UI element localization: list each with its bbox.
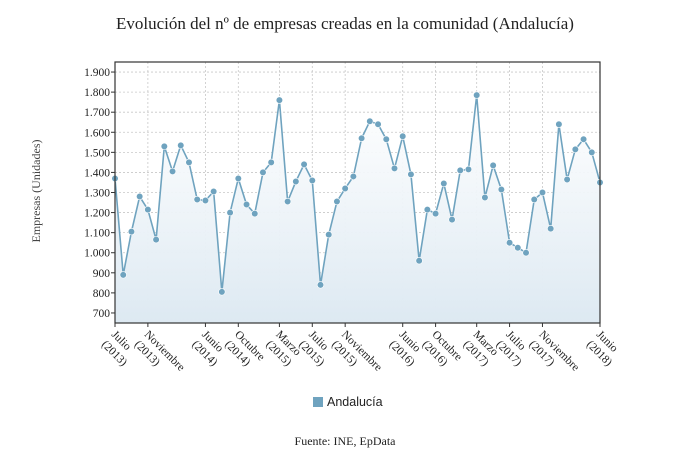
data-point[interactable] — [349, 172, 357, 181]
x-tick-label: Noviembre(2015) — [329, 329, 384, 384]
data-point[interactable] — [407, 170, 415, 179]
y-tick-label: 1.800 — [84, 87, 110, 99]
data-point[interactable] — [571, 145, 579, 153]
y-tick-label: 1.700 — [84, 107, 110, 119]
data-point[interactable] — [399, 132, 407, 140]
x-tick-label: Junio(2016) — [387, 329, 427, 369]
y-tick-label: 1.000 — [84, 248, 110, 260]
data-point[interactable] — [456, 166, 464, 175]
y-tick-label: 700 — [93, 308, 111, 320]
data-point[interactable] — [201, 196, 210, 205]
x-tick-label: Junio(2014) — [189, 329, 229, 369]
data-point[interactable] — [579, 135, 588, 143]
data-point[interactable] — [489, 161, 497, 169]
data-point[interactable] — [136, 192, 144, 201]
data-point[interactable] — [514, 244, 522, 252]
data-point[interactable] — [242, 200, 251, 209]
data-point[interactable] — [481, 193, 489, 202]
data-point[interactable] — [464, 165, 473, 174]
y-tick-label: 900 — [93, 268, 111, 280]
data-point[interactable] — [292, 177, 300, 186]
data-point[interactable] — [259, 168, 267, 177]
y-tick-labels: 700 800 900 1.000 1.100 1.200 1.300 1.400 1.500 1… — [84, 67, 115, 320]
area-fill — [115, 95, 600, 323]
y-tick-label: 1.900 — [84, 67, 110, 79]
y-axis-label: Empresas (Unidades) — [29, 140, 43, 243]
data-point[interactable] — [275, 96, 284, 104]
y-tick-label: 1.300 — [84, 188, 110, 200]
data-point[interactable] — [300, 160, 308, 168]
x-tick-label: Junio(2018) — [584, 329, 624, 369]
x-tick-label: Octubre(2016) — [420, 329, 465, 374]
data-point[interactable] — [325, 231, 333, 239]
data-point[interactable] — [497, 185, 505, 194]
x-tick-labels: Julio(2013) Noviembre(2013) Junio(2014) Oct… — [99, 323, 624, 384]
data-point[interactable] — [226, 208, 234, 217]
data-point[interactable] — [210, 187, 218, 196]
source-note: Fuente: INE, EpData — [294, 434, 396, 448]
y-tick-label: 1.400 — [84, 167, 110, 179]
x-tick-label: Noviembre(2013) — [132, 329, 187, 384]
data-point[interactable] — [333, 197, 341, 206]
data-point[interactable] — [588, 148, 596, 156]
data-point[interactable] — [144, 205, 152, 214]
data-point[interactable] — [473, 91, 481, 99]
data-point[interactable] — [423, 205, 431, 214]
y-tick-label: 1.200 — [84, 208, 110, 220]
legend-swatch — [313, 397, 323, 407]
data-point[interactable] — [218, 288, 226, 296]
data-point[interactable] — [366, 117, 374, 125]
data-point[interactable] — [308, 176, 316, 185]
x-tick-label: Marzo(2015) — [263, 329, 303, 369]
data-point[interactable] — [119, 271, 127, 279]
data-point[interactable] — [251, 209, 259, 218]
data-point[interactable] — [160, 142, 168, 150]
data-point[interactable] — [563, 175, 571, 184]
data-point[interactable] — [538, 188, 547, 197]
y-tick-label: 800 — [93, 288, 111, 300]
x-tick-label: Octubre(2014) — [222, 329, 267, 374]
data-point[interactable] — [382, 135, 390, 143]
x-tick-label: Julio(2015) — [296, 329, 336, 369]
data-point[interactable] — [448, 216, 456, 224]
data-point[interactable] — [547, 225, 555, 233]
data-point[interactable] — [316, 281, 325, 289]
x-tick-label: Julio(2013) — [99, 329, 139, 369]
y-tick-label: 1.100 — [84, 228, 110, 240]
data-point[interactable] — [415, 257, 423, 265]
data-point[interactable] — [127, 228, 136, 236]
data-point[interactable] — [168, 167, 177, 176]
data-point[interactable] — [431, 209, 440, 218]
data-point[interactable] — [185, 158, 193, 166]
data-point[interactable] — [177, 141, 185, 149]
x-tick-label: Marzo(2017) — [461, 329, 501, 369]
data-point[interactable] — [390, 164, 399, 173]
data-point[interactable] — [505, 239, 514, 247]
data-point[interactable] — [193, 195, 201, 204]
data-point[interactable] — [374, 120, 382, 128]
x-tick-label: Julio(2017) — [494, 329, 534, 369]
data-point[interactable] — [530, 195, 538, 204]
data-point[interactable] — [341, 184, 349, 193]
x-tick-label: Noviembre(2017) — [526, 329, 581, 384]
data-point[interactable] — [522, 249, 530, 257]
legend-label: Andalucía — [327, 395, 383, 409]
data-point[interactable] — [234, 174, 242, 183]
data-point[interactable] — [152, 236, 160, 244]
chart-title: Evolución del nº de empresas creadas en … — [116, 14, 574, 33]
data-point[interactable] — [267, 158, 275, 166]
legend[interactable]: Andalucía — [313, 395, 383, 409]
data-point[interactable] — [284, 197, 292, 206]
data-point[interactable] — [440, 179, 448, 188]
y-tick-label: 1.500 — [84, 147, 110, 159]
data-points — [111, 91, 604, 296]
y-tick-label: 1.600 — [84, 127, 110, 139]
series-area — [115, 95, 600, 323]
data-point[interactable] — [555, 120, 563, 128]
data-point[interactable] — [358, 134, 366, 142]
